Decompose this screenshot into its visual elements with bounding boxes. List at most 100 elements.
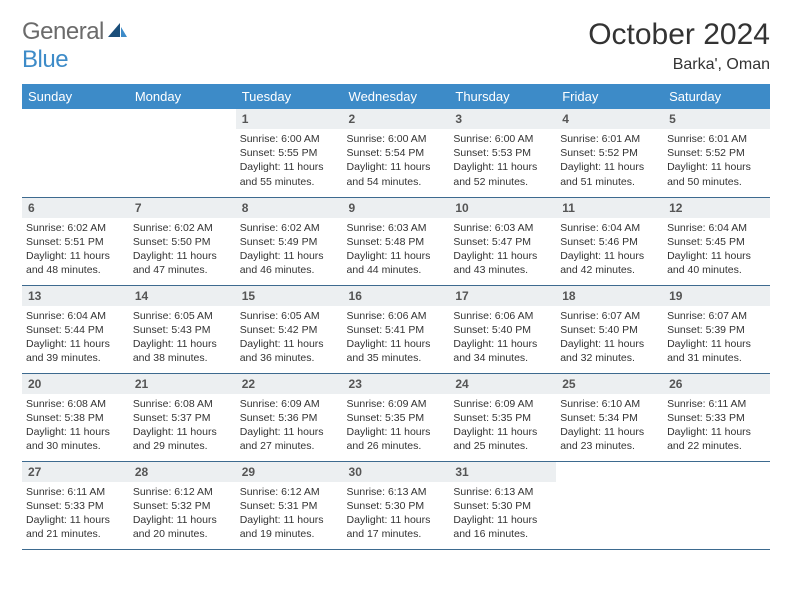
day-number: 30 (343, 462, 450, 482)
sunset-text: Sunset: 5:38 PM (26, 411, 125, 425)
sunrise-text: Sunrise: 6:02 AM (133, 221, 232, 235)
sunrise-text: Sunrise: 6:09 AM (347, 397, 446, 411)
sunset-text: Sunset: 5:33 PM (667, 411, 766, 425)
daylight-text: Daylight: 11 hours and 34 minutes. (453, 337, 552, 365)
day-number: 26 (663, 374, 770, 394)
calendar-cell: 27Sunrise: 6:11 AMSunset: 5:33 PMDayligh… (22, 461, 129, 549)
daylight-text: Daylight: 11 hours and 44 minutes. (347, 249, 446, 277)
day-number: 25 (556, 374, 663, 394)
sunset-text: Sunset: 5:51 PM (26, 235, 125, 249)
day-number: 31 (449, 462, 556, 482)
logo: General Blue (22, 18, 128, 74)
day-content: Sunrise: 6:09 AMSunset: 5:35 PMDaylight:… (343, 394, 450, 458)
day-number: 23 (343, 374, 450, 394)
calendar-cell: .. (22, 109, 129, 197)
day-content: Sunrise: 6:12 AMSunset: 5:31 PMDaylight:… (236, 482, 343, 546)
sunset-text: Sunset: 5:34 PM (560, 411, 659, 425)
day-content: Sunrise: 6:00 AMSunset: 5:54 PMDaylight:… (343, 129, 450, 193)
day-number: 27 (22, 462, 129, 482)
logo-word2: Blue (22, 46, 68, 73)
sunset-text: Sunset: 5:47 PM (453, 235, 552, 249)
sunset-text: Sunset: 5:41 PM (347, 323, 446, 337)
daylight-text: Daylight: 11 hours and 16 minutes. (453, 513, 552, 541)
sunset-text: Sunset: 5:45 PM (667, 235, 766, 249)
daylight-text: Daylight: 11 hours and 51 minutes. (560, 160, 659, 188)
calendar-cell: 14Sunrise: 6:05 AMSunset: 5:43 PMDayligh… (129, 285, 236, 373)
day-number: 2 (343, 109, 450, 129)
sunrise-text: Sunrise: 6:01 AM (667, 132, 766, 146)
sunset-text: Sunset: 5:35 PM (347, 411, 446, 425)
sunrise-text: Sunrise: 6:08 AM (26, 397, 125, 411)
calendar-cell: 29Sunrise: 6:12 AMSunset: 5:31 PMDayligh… (236, 461, 343, 549)
calendar-cell: 1Sunrise: 6:00 AMSunset: 5:55 PMDaylight… (236, 109, 343, 197)
day-content: Sunrise: 6:04 AMSunset: 5:45 PMDaylight:… (663, 218, 770, 282)
calendar-cell: 31Sunrise: 6:13 AMSunset: 5:30 PMDayligh… (449, 461, 556, 549)
calendar-cell: 4 Sunrise: 6:01 AMSunset: 5:52 PMDaylight… (556, 109, 663, 197)
sunrise-text: Sunrise: 6:01 AM (560, 132, 659, 146)
sunset-text: Sunset: 5:42 PM (240, 323, 339, 337)
calendar-cell: 9Sunrise: 6:03 AMSunset: 5:48 PMDaylight… (343, 197, 450, 285)
day-number: 11 (556, 198, 663, 218)
calendar-cell: 22Sunrise: 6:09 AMSunset: 5:36 PMDayligh… (236, 373, 343, 461)
calendar-cell: 16Sunrise: 6:06 AMSunset: 5:41 PMDayligh… (343, 285, 450, 373)
sunset-text: Sunset: 5:52 PM (667, 146, 766, 160)
sunrise-text: Sunrise: 6:12 AM (240, 485, 339, 499)
calendar-week: ....1Sunrise: 6:00 AMSunset: 5:55 PMDayl… (22, 109, 770, 197)
day-content: Sunrise: 6:06 AMSunset: 5:40 PMDaylight:… (449, 306, 556, 370)
day-number: 16 (343, 286, 450, 306)
day-content: Sunrise: 6:04 AMSunset: 5:44 PMDaylight:… (22, 306, 129, 370)
sunset-text: Sunset: 5:30 PM (347, 499, 446, 513)
day-number: 14 (129, 286, 236, 306)
sunrise-text: Sunrise: 6:05 AM (240, 309, 339, 323)
daylight-text: Daylight: 11 hours and 36 minutes. (240, 337, 339, 365)
sunrise-text: Sunrise: 6:04 AM (26, 309, 125, 323)
day-content: Sunrise: 6:00 AMSunset: 5:55 PMDaylight:… (236, 129, 343, 193)
day-header: Thursday (449, 84, 556, 109)
sunrise-text: Sunrise: 6:04 AM (560, 221, 659, 235)
sunrise-text: Sunrise: 6:02 AM (240, 221, 339, 235)
sunrise-text: Sunrise: 6:13 AM (453, 485, 552, 499)
day-content: Sunrise: 6:03 AMSunset: 5:47 PMDaylight:… (449, 218, 556, 282)
sunset-text: Sunset: 5:36 PM (240, 411, 339, 425)
day-header: Wednesday (343, 84, 450, 109)
sunrise-text: Sunrise: 6:09 AM (240, 397, 339, 411)
sunrise-text: Sunrise: 6:03 AM (453, 221, 552, 235)
daylight-text: Daylight: 11 hours and 20 minutes. (133, 513, 232, 541)
day-number: 8 (236, 198, 343, 218)
day-content: Sunrise: 6:01 AMSunset: 5:52 PMDaylight:… (663, 129, 770, 193)
day-number: 13 (22, 286, 129, 306)
logo-word1: General (22, 18, 104, 45)
daylight-text: Daylight: 11 hours and 31 minutes. (667, 337, 766, 365)
day-content: Sunrise: 6:08 AMSunset: 5:38 PMDaylight:… (22, 394, 129, 458)
calendar-cell: 12Sunrise: 6:04 AMSunset: 5:45 PMDayligh… (663, 197, 770, 285)
day-content: Sunrise: 6:06 AMSunset: 5:41 PMDaylight:… (343, 306, 450, 370)
sunrise-text: Sunrise: 6:02 AM (26, 221, 125, 235)
calendar-cell: 6Sunrise: 6:02 AMSunset: 5:51 PMDaylight… (22, 197, 129, 285)
daylight-text: Daylight: 11 hours and 46 minutes. (240, 249, 339, 277)
day-header: Sunday (22, 84, 129, 109)
sunset-text: Sunset: 5:52 PM (560, 146, 659, 160)
day-number: 18 (556, 286, 663, 306)
daylight-text: Daylight: 11 hours and 48 minutes. (26, 249, 125, 277)
day-number: 19 (663, 286, 770, 306)
calendar-cell: .. (129, 109, 236, 197)
day-number: 4 (556, 109, 663, 129)
calendar-cell: 18Sunrise: 6:07 AMSunset: 5:40 PMDayligh… (556, 285, 663, 373)
daylight-text: Daylight: 11 hours and 32 minutes. (560, 337, 659, 365)
calendar-cell: .. (556, 461, 663, 549)
day-content: Sunrise: 6:13 AMSunset: 5:30 PMDaylight:… (449, 482, 556, 546)
day-number: 17 (449, 286, 556, 306)
sunrise-text: Sunrise: 6:00 AM (240, 132, 339, 146)
day-number: 1 (236, 109, 343, 129)
day-header: Monday (129, 84, 236, 109)
daylight-text: Daylight: 11 hours and 39 minutes. (26, 337, 125, 365)
day-number: 28 (129, 462, 236, 482)
sunrise-text: Sunrise: 6:09 AM (453, 397, 552, 411)
calendar-cell: 7Sunrise: 6:02 AMSunset: 5:50 PMDaylight… (129, 197, 236, 285)
sunset-text: Sunset: 5:49 PM (240, 235, 339, 249)
sunrise-text: Sunrise: 6:05 AM (133, 309, 232, 323)
calendar-cell: 21Sunrise: 6:08 AMSunset: 5:37 PMDayligh… (129, 373, 236, 461)
calendar-cell: 28Sunrise: 6:12 AMSunset: 5:32 PMDayligh… (129, 461, 236, 549)
daylight-text: Daylight: 11 hours and 38 minutes. (133, 337, 232, 365)
calendar-cell: 23Sunrise: 6:09 AMSunset: 5:35 PMDayligh… (343, 373, 450, 461)
